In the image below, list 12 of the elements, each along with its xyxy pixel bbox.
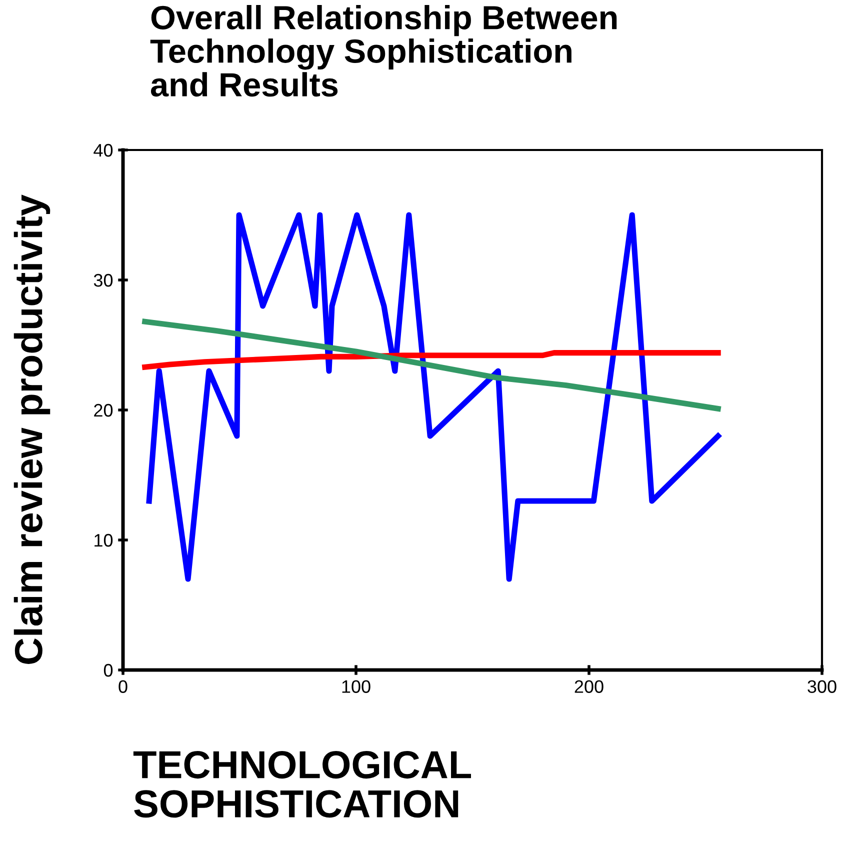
x-axis-title: TECHNOLOGICAL SOPHISTICATION [133, 751, 471, 818]
chart-title: Overall Relationship Between Technology Sophistication and Results [150, 5, 617, 97]
x-tick-label: 0 [118, 680, 128, 693]
x-tick-label: 100 [342, 680, 370, 693]
x-tick-label: 200 [574, 680, 604, 693]
y-tick-label: 20 [94, 404, 113, 417]
y-tick-label: 10 [94, 534, 113, 547]
y-tick-label: 40 [94, 144, 113, 157]
x-tick-label: 300 [808, 680, 836, 693]
y-tick-label: 0 [104, 664, 113, 677]
y-tick-label: 30 [94, 274, 113, 287]
y-axis-title: Claim review productivity [14, 194, 50, 664]
